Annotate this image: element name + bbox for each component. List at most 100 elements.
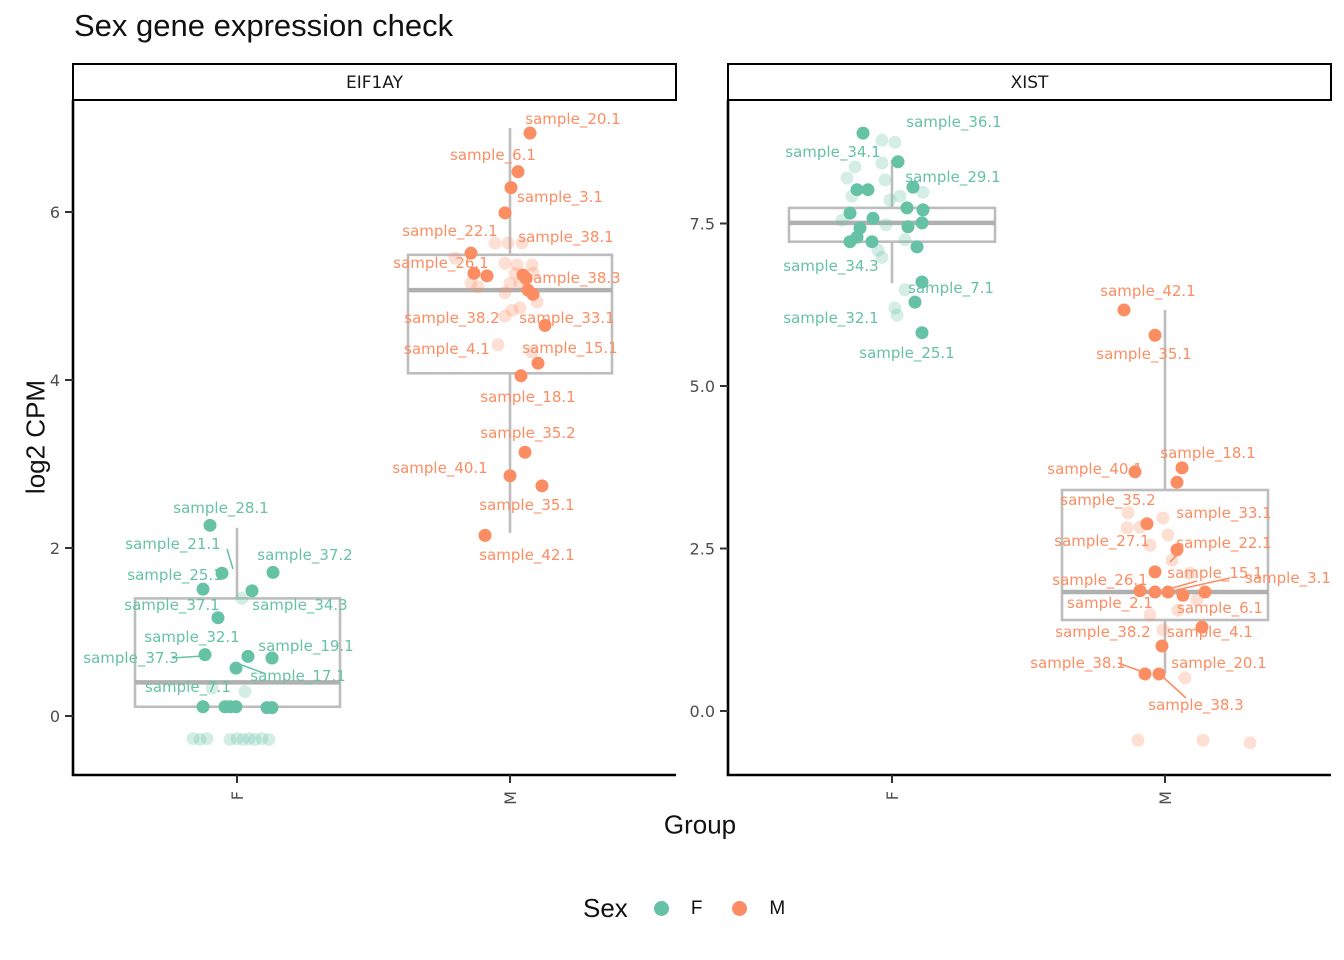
facet-strip-label: XIST xyxy=(1011,73,1049,93)
data-point xyxy=(1171,603,1185,617)
sample-label: sample_38.1 xyxy=(1030,654,1125,673)
x-axis-title: Group xyxy=(663,809,737,840)
data-point xyxy=(235,591,249,605)
sample-label: sample_26.1 xyxy=(393,254,488,273)
facet-strip xyxy=(727,63,1332,101)
data-point xyxy=(196,700,210,714)
data-point xyxy=(898,233,912,247)
data-point xyxy=(535,479,549,493)
data-point xyxy=(1170,475,1184,489)
data-point xyxy=(1243,736,1257,750)
data-point xyxy=(514,369,528,383)
sample-label: sample_34.1 xyxy=(785,143,880,162)
data-point xyxy=(875,250,889,264)
data-point xyxy=(471,280,485,294)
y-tick-label: 0 xyxy=(50,707,60,726)
data-point xyxy=(498,256,512,270)
sample-label: sample_7.1 xyxy=(908,279,994,298)
data-point xyxy=(200,732,214,746)
data-point xyxy=(464,276,478,290)
data-point xyxy=(230,732,244,746)
data-point xyxy=(910,240,924,254)
data-point xyxy=(875,133,889,147)
data-point xyxy=(1143,608,1157,622)
data-point xyxy=(223,733,237,747)
sample-label: sample_38.3 xyxy=(525,269,620,288)
legend-swatch-m-icon xyxy=(732,901,748,916)
data-point xyxy=(865,235,879,249)
sample-label: sample_32.1 xyxy=(783,309,878,328)
data-point xyxy=(1133,584,1147,598)
data-point xyxy=(467,266,481,280)
data-point xyxy=(198,648,212,662)
data-point xyxy=(498,309,512,323)
data-point xyxy=(501,236,515,250)
data-point xyxy=(193,733,207,747)
data-point xyxy=(1140,517,1154,531)
data-point xyxy=(1155,639,1169,653)
data-point xyxy=(878,173,892,187)
data-point xyxy=(448,251,462,265)
data-point xyxy=(1152,667,1166,681)
sample-label: sample_42.1 xyxy=(1100,282,1195,301)
sample-label: sample_3.1 xyxy=(1245,569,1331,588)
sample-label: sample_22.1 xyxy=(402,222,497,241)
data-point xyxy=(205,681,219,695)
data-point xyxy=(1156,623,1170,637)
box xyxy=(406,253,614,375)
label-leader-line xyxy=(1161,580,1198,592)
data-point xyxy=(503,276,517,290)
data-point xyxy=(245,584,259,598)
data-point xyxy=(236,733,250,747)
legend-swatch-f-icon xyxy=(653,901,669,916)
data-point xyxy=(1198,585,1212,599)
data-point xyxy=(498,206,512,220)
facet-strip-label: EIF1AY xyxy=(346,73,404,93)
data-point xyxy=(866,211,880,225)
x-tick-label: F xyxy=(883,791,902,800)
data-point xyxy=(1120,521,1134,535)
legend-item-m: M xyxy=(732,898,785,920)
data-point xyxy=(510,258,524,272)
data-point xyxy=(916,203,930,217)
data-point xyxy=(1148,585,1162,599)
data-point xyxy=(265,701,279,715)
data-point xyxy=(898,283,912,297)
sample-label: sample_26.1 xyxy=(1052,571,1147,590)
data-point xyxy=(1143,538,1157,552)
sample-label: sample_35.2 xyxy=(1060,491,1155,510)
data-point xyxy=(519,271,533,285)
data-point xyxy=(1175,461,1189,475)
y-tick-label: 0.0 xyxy=(690,702,715,721)
sample-label: sample_33.1 xyxy=(519,309,614,328)
sample-label: sample_37.2 xyxy=(257,546,352,565)
sample-label: sample_4.1 xyxy=(1167,623,1253,642)
data-point xyxy=(265,651,279,665)
data-point xyxy=(900,201,914,215)
data-point xyxy=(1195,620,1209,634)
data-point xyxy=(1148,565,1162,579)
data-point xyxy=(891,155,905,169)
sample-label: sample_38.2 xyxy=(404,309,499,328)
data-point xyxy=(1117,303,1131,317)
sample-label: sample_22.1 xyxy=(1176,534,1271,553)
y-tick-label: 6 xyxy=(50,203,60,222)
data-point xyxy=(262,733,276,747)
data-point xyxy=(1156,511,1170,525)
sample-label: sample_20.1 xyxy=(525,110,620,129)
data-point xyxy=(525,258,539,272)
data-point xyxy=(498,286,512,300)
data-point xyxy=(893,189,907,203)
sample-label: sample_19.1 xyxy=(258,637,353,656)
legend: Sex F M xyxy=(583,893,815,924)
data-point xyxy=(840,171,854,185)
x-tick-label: M xyxy=(1156,791,1175,805)
data-point xyxy=(883,193,897,207)
sample-label: sample_35.2 xyxy=(480,424,575,443)
sample-label: sample_40.1 xyxy=(392,459,487,478)
y-tick-label: 4 xyxy=(50,371,60,390)
data-point xyxy=(525,345,539,359)
data-point xyxy=(1131,733,1145,747)
y-tick-label: 2.5 xyxy=(690,540,715,559)
